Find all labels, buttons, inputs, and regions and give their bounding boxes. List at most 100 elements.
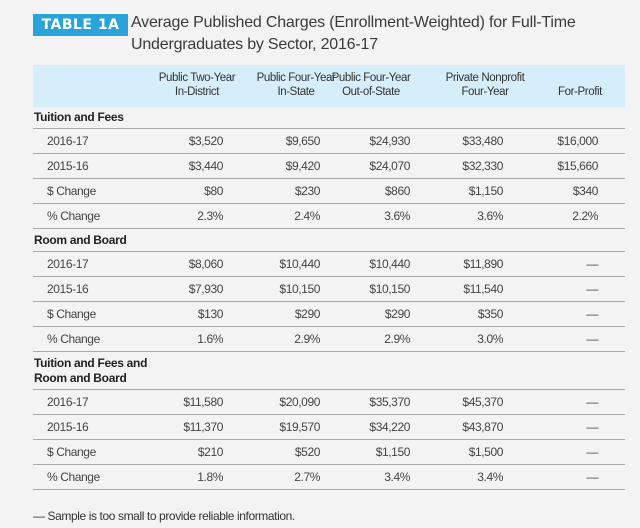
table-row: % Change 1.6% 2.9% 2.9% 3.0% —	[33, 327, 625, 352]
table-row: 2016-17 $3,520 $9,650 $24,930 $33,480 $16,000	[33, 129, 625, 154]
cell-value: 3.4%	[477, 470, 503, 484]
cell-value: —	[586, 307, 598, 321]
cell-value: $7,930	[188, 282, 224, 296]
column-header: For-Profit	[530, 85, 630, 99]
cell-value: $1,150	[468, 184, 504, 198]
cell-value: —	[586, 257, 598, 271]
table-row: 2015-16 $3,440 $9,420 $24,070 $32,330 $15,660	[33, 154, 625, 179]
row-label: 2015-16	[47, 159, 89, 173]
cell-value: 1.8%	[197, 470, 223, 484]
row-label: 2016-17	[47, 395, 89, 409]
row-label: % Change	[47, 209, 100, 223]
cell-value: $290	[294, 307, 321, 321]
row-label: % Change	[47, 470, 100, 484]
cell-value: $34,220	[369, 420, 410, 434]
cell-value: —	[586, 332, 598, 346]
cell-value: $11,540	[463, 282, 503, 296]
cell-value: 2.9%	[294, 332, 320, 346]
cell-value: $9,420	[285, 159, 321, 173]
cell-value: $3,440	[188, 159, 224, 173]
column-header-line2: For-Profit	[558, 86, 602, 98]
table-row: $ Change $130 $290 $290 $350 —	[33, 302, 625, 327]
table-row: $ Change $80 $230 $860 $1,150 $340	[33, 179, 625, 204]
cell-value: 2.7%	[294, 470, 320, 484]
cell-value: $10,150	[279, 282, 320, 296]
section-heading: Tuition and Fees	[33, 107, 625, 129]
cell-value: $210	[197, 445, 224, 459]
cell-value: $15,660	[557, 159, 598, 173]
column-header: Private Nonprofit Four-Year	[435, 71, 535, 99]
cell-value: $860	[384, 184, 411, 198]
cell-value: $9,650	[285, 134, 321, 148]
cell-value: $11,370	[183, 420, 223, 434]
cell-value: 3.6%	[477, 209, 503, 223]
cell-value: $32,330	[462, 159, 503, 173]
column-header-line2: In-District	[174, 86, 220, 98]
table-row: $ Change $210 $520 $1,150 $1,500 —	[33, 440, 625, 465]
cell-value: $20,090	[279, 395, 320, 409]
cell-value: $43,870	[462, 420, 503, 434]
cell-value: 3.4%	[384, 470, 410, 484]
cell-value: —	[586, 470, 598, 484]
column-header: Public Four-Year In-State	[246, 71, 346, 99]
cell-value: $520	[294, 445, 321, 459]
cell-value: 3.6%	[384, 209, 410, 223]
cell-value: 2.9%	[384, 332, 410, 346]
cell-value: $33,480	[462, 134, 503, 148]
cell-value: $11,580	[183, 395, 223, 409]
column-header: Public Two-Year In-District	[147, 71, 247, 99]
cell-value: $24,070	[369, 159, 410, 173]
table-row: % Change 2.3% 2.4% 3.6% 3.6% 2.2%	[33, 204, 625, 229]
table-body: Tuition and Fees 2016-17 $3,520 $9,650 $24,9…	[33, 107, 625, 490]
table-row: 2015-16 $11,370 $19,570 $34,220 $43,870 —	[33, 415, 625, 440]
cell-value: $130	[197, 307, 224, 321]
cell-value: $230	[294, 184, 321, 198]
cell-value: $45,370	[462, 395, 503, 409]
cell-value: $16,000	[557, 134, 598, 148]
table-row: % Change 1.8% 2.7% 3.4% 3.4% —	[33, 465, 625, 490]
cell-value: $35,370	[369, 395, 410, 409]
row-label: $ Change	[47, 307, 96, 321]
row-label: 2016-17	[47, 134, 89, 148]
section-heading: Room and Board	[33, 229, 625, 252]
column-header-line1: Public Two-Year	[158, 72, 236, 84]
row-label: 2015-16	[47, 282, 89, 296]
column-header-line2: Four-Year	[461, 86, 509, 98]
cell-value: $80	[204, 184, 223, 198]
cell-value: —	[586, 395, 598, 409]
column-header-line1: Public Four-Year	[331, 72, 411, 84]
cell-value: $1,500	[468, 445, 504, 459]
column-header-band: Public Two-Year In-District Public Four-Ye…	[33, 65, 625, 107]
cell-value: —	[586, 420, 598, 434]
cell-value: 1.6%	[197, 332, 223, 346]
column-header-line2: In-State	[277, 86, 315, 98]
table-row: 2015-16 $7,930 $10,150 $10,150 $11,540 —	[33, 277, 625, 302]
cell-value: $10,150	[369, 282, 410, 296]
cell-value: $11,890	[463, 257, 503, 271]
cell-value: 2.3%	[197, 209, 223, 223]
row-label: $ Change	[47, 445, 96, 459]
row-label: % Change	[47, 332, 100, 346]
cell-value: $10,440	[369, 257, 410, 271]
cell-value: —	[586, 445, 598, 459]
cell-value: $1,150	[375, 445, 411, 459]
cell-value: $19,570	[279, 420, 320, 434]
cell-value: —	[586, 282, 598, 296]
column-header: Public Four-Year Out-of-State	[321, 71, 421, 99]
cell-value: $3,520	[188, 134, 224, 148]
cell-value: 2.2%	[572, 209, 598, 223]
cell-value: 2.4%	[294, 209, 320, 223]
cell-value: $290	[384, 307, 411, 321]
column-header-line1: Private Nonprofit	[445, 72, 525, 84]
cell-value: $10,440	[279, 257, 320, 271]
table-row: 2016-17 $11,580 $20,090 $35,370 $45,370 —	[33, 390, 625, 415]
cell-value: $24,930	[369, 134, 410, 148]
row-label: $ Change	[47, 184, 96, 198]
column-header-line2: Out-of-State	[342, 86, 400, 98]
footnote: — Sample is too small to provide reliabl…	[33, 509, 295, 523]
cell-value: 3.0%	[477, 332, 503, 346]
row-label: 2015-16	[47, 420, 89, 434]
table-title: Average Published Charges (Enrollment-We…	[131, 14, 576, 53]
column-header-line1: Public Four-Year	[256, 72, 336, 84]
cell-value: $340	[572, 184, 599, 198]
